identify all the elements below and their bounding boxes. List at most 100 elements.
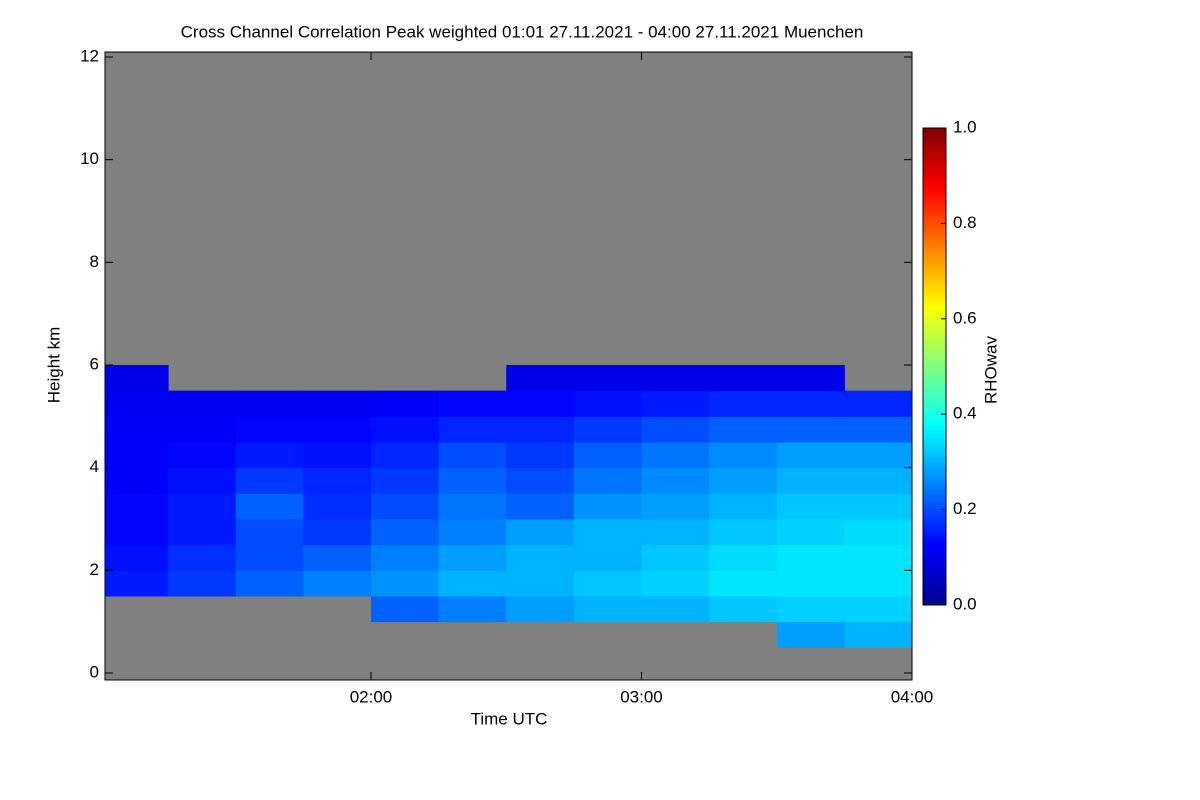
heatmap-cell (573, 365, 642, 392)
heatmap-cell (370, 467, 440, 494)
heatmap-cell (506, 442, 575, 469)
heatmap-cell (303, 442, 372, 469)
heatmap-cell (235, 416, 304, 443)
heatmap-cell (641, 365, 710, 392)
heatmap-cell (641, 544, 710, 571)
heatmap-cell (709, 365, 778, 392)
y-tick-label: 8 (90, 252, 99, 271)
heatmap-cell (303, 416, 372, 443)
colorbar-tick-label: 0.6 (953, 308, 977, 327)
heatmap-cell (641, 416, 710, 443)
heatmap-cell (844, 596, 912, 623)
colorbar (922, 127, 947, 606)
colorbar-tick-label: 0.0 (953, 594, 977, 613)
heatmap-cell (776, 390, 845, 417)
heatmap-cell (235, 442, 304, 469)
heatmap-cell (641, 493, 710, 520)
heatmap-cell (506, 467, 575, 494)
heatmap-cell (573, 596, 642, 623)
heatmap-cell (709, 493, 778, 520)
heatmap-cell (844, 493, 912, 520)
heatmap-cell (776, 570, 845, 597)
heatmap-cell (573, 544, 642, 571)
heatmap-cell (168, 416, 237, 443)
heatmap-cell (506, 365, 575, 392)
heatmap-cell (105, 467, 169, 494)
heatmap-cell (641, 442, 710, 469)
heatmap-cell (573, 416, 642, 443)
heatmap-cell (641, 390, 710, 417)
heatmap-cell (709, 390, 778, 417)
heatmap-cell (105, 519, 169, 546)
heatmap-cell (105, 416, 169, 443)
heatmap-cell (506, 544, 575, 571)
heatmap-cell (776, 493, 845, 520)
x-tick-label: 04:00 (891, 687, 934, 706)
heatmap-cell (370, 416, 440, 443)
heatmap-cell (438, 570, 507, 597)
heatmap-cell (844, 442, 912, 469)
heatmap-cell (370, 442, 440, 469)
heatmap-cell (105, 365, 169, 392)
heatmap-cell (506, 570, 575, 597)
heatmap-cell (573, 519, 642, 546)
heatmap-cell (438, 442, 507, 469)
heatmap-cell (506, 493, 575, 520)
heatmap-cell (235, 467, 304, 494)
heatmap-cell (168, 493, 237, 520)
heatmap-cell (776, 544, 845, 571)
heatmap-cell (168, 570, 237, 597)
heatmap-cell (235, 519, 304, 546)
heatmap-cell (235, 570, 304, 597)
heatmap-cell (709, 570, 778, 597)
heatmap-cell (168, 467, 237, 494)
y-tick-label: 0 (90, 662, 99, 681)
heatmap (105, 52, 912, 680)
x-axis-label: Time UTC (471, 709, 548, 728)
x-tick-label: 02:00 (350, 687, 393, 706)
y-tick-label: 10 (80, 149, 99, 168)
heatmap-cell (235, 544, 304, 571)
heatmap-cell (303, 390, 372, 417)
heatmap-cell (844, 390, 912, 417)
plot-frame (104, 51, 913, 681)
heatmap-cell (438, 416, 507, 443)
heatmap-cell (506, 390, 575, 417)
colorbar-tick-label: 1.0 (953, 117, 977, 136)
colorbar-tick-label: 0.4 (953, 404, 977, 423)
colorbar-label: RHOwav (981, 335, 1000, 404)
x-tick-label: 03:00 (620, 687, 663, 706)
heatmap-cell (709, 519, 778, 546)
heatmap-cell (235, 493, 304, 520)
heatmap-cell (303, 493, 372, 520)
heatmap-cell (844, 570, 912, 597)
heatmap-cell (776, 416, 845, 443)
heatmap-cell (168, 544, 237, 571)
heatmap-cell (709, 442, 778, 469)
heatmap-cell (370, 519, 440, 546)
heatmap-cell (506, 596, 575, 623)
heatmap-cell (105, 390, 169, 417)
heatmap-cell (105, 493, 169, 520)
heatmap-cell (438, 519, 507, 546)
heatmap-cell (776, 442, 845, 469)
heatmap-cell (105, 544, 169, 571)
heatmap-cell (168, 390, 237, 417)
heatmap-cell (573, 390, 642, 417)
heatmap-cell (438, 390, 507, 417)
heatmap-cell (370, 493, 440, 520)
heatmap-cell (844, 519, 912, 546)
heatmap-cell (709, 467, 778, 494)
heatmap-cell (303, 544, 372, 571)
heatmap-cell (168, 442, 237, 469)
heatmap-cell (709, 544, 778, 571)
heatmap-cell (573, 570, 642, 597)
heatmap-cell (844, 416, 912, 443)
heatmap-cell (776, 596, 845, 623)
colorbar-tick-label: 0.8 (953, 213, 977, 232)
y-tick-label: 2 (90, 560, 99, 579)
y-axis-label: Height km (44, 327, 63, 404)
heatmap-cell (105, 442, 169, 469)
heatmap-cell (573, 493, 642, 520)
heatmap-cell (776, 365, 845, 392)
